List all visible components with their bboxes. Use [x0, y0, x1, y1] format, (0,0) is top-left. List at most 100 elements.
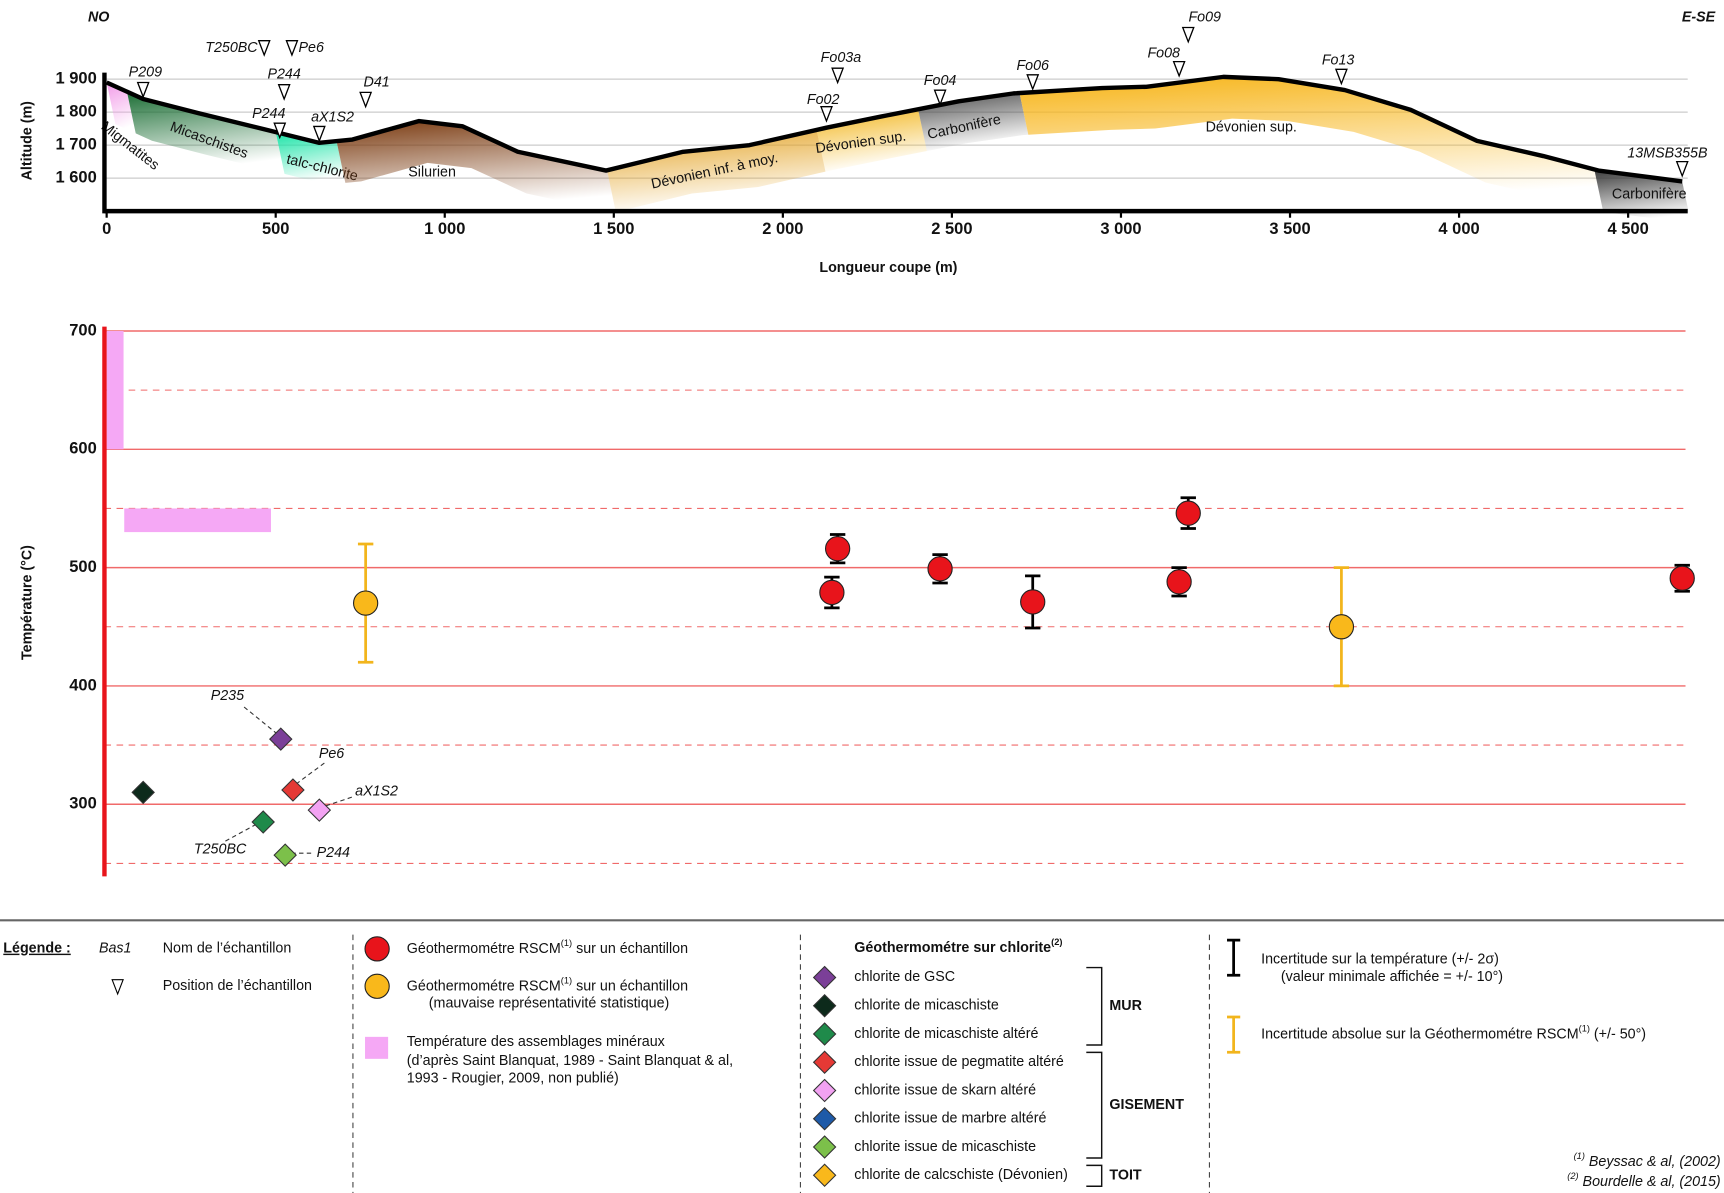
legend-text: chlorite de GSC: [854, 969, 955, 985]
y-axis-title: Altitude (m): [19, 101, 35, 181]
legend-text-part: (+/- 50°): [1590, 1026, 1646, 1042]
sample-label: Fo13: [1322, 52, 1355, 68]
group-label: GISEMENT: [1109, 1097, 1184, 1113]
sample-label: T250BC: [205, 40, 258, 56]
sample-label: P244: [252, 106, 285, 122]
legend-swatch: [1227, 938, 1241, 977]
chlorite-point: [131, 780, 155, 805]
formation-label: Silurien: [408, 164, 456, 180]
sample-marker: [273, 122, 287, 140]
legend-text: chlorite de calcschiste (Dévonien): [854, 1167, 1068, 1183]
group-label: TOIT: [1109, 1168, 1142, 1184]
sample-marker: [136, 81, 150, 99]
chlorite-point: [251, 810, 275, 834]
formation-band: [1019, 76, 1604, 212]
legend-swatch: [812, 1022, 837, 1046]
leader-line: [321, 796, 353, 808]
legend-swatch: [1227, 1015, 1241, 1054]
rscm-point: [1328, 614, 1355, 640]
bracket: [1086, 1164, 1103, 1187]
x-tick-label: 500: [262, 220, 290, 238]
sample-marker: [1026, 74, 1040, 91]
legend-swatch: [364, 936, 390, 962]
y-axis-title: Température (°C): [19, 545, 35, 660]
legend-swatch: [364, 973, 390, 999]
legend-text: Incertitude absolue sur la Géothermométr…: [1261, 1024, 1646, 1042]
formation-band: [336, 121, 616, 213]
x-tick-label: 0: [102, 220, 111, 238]
x-tick-label: 3 500: [1269, 220, 1310, 238]
legend-swatch: [812, 1078, 837, 1103]
reference-part: Beyssac & al, (2002): [1585, 1154, 1721, 1170]
legend-text: Géothermométre RSCM(1) sur un échantillo…: [407, 938, 688, 956]
rscm-point: [819, 579, 845, 606]
leader-line: [294, 762, 325, 786]
legend-text: chlorite issue de micaschiste: [854, 1139, 1036, 1155]
formation-label: Dévonien sup.: [1206, 119, 1297, 135]
legend-note: 1993 - Rougier, 2009, non publié): [407, 1070, 619, 1086]
y-tick-label: 1 800: [55, 103, 96, 121]
sample-marker: [820, 106, 833, 123]
sample-marker: [1675, 160, 1689, 178]
sample-label: P209: [129, 64, 162, 80]
legend-text-part: (1): [561, 976, 572, 986]
legend-swatch: [111, 979, 124, 996]
legend-swatch: [812, 1163, 837, 1188]
x-tick-label: 3 000: [1100, 220, 1141, 238]
chlorite-point: [281, 778, 305, 802]
rscm-point: [1166, 569, 1192, 595]
legend-text-part: (1): [1579, 1024, 1590, 1034]
leader-line: [243, 706, 280, 737]
legend-note: (mauvaise représentativité statistique): [429, 996, 670, 1012]
reference-part: Bourdelle & al, (2015): [1579, 1174, 1721, 1190]
legend-text: Position de l’échantillon: [163, 978, 312, 994]
formation-band: [126, 91, 285, 174]
sample-label: Fo03a: [821, 50, 862, 66]
corner-label: E-SE: [1682, 9, 1716, 25]
assemblage-range: [106, 330, 124, 450]
y-tick-label: 300: [69, 795, 97, 813]
sample-label: aX1S2: [311, 109, 354, 125]
legend-swatch: [812, 965, 837, 990]
y-tick-label: 1 700: [55, 136, 96, 154]
sample-label: Fo06: [1016, 58, 1049, 74]
sample-label: Pe6: [299, 40, 324, 56]
legend-swatch: [812, 1050, 837, 1075]
legend-text: Géothermométre RSCM(1) sur un échantillo…: [407, 976, 688, 994]
sample-marker: [1334, 68, 1348, 86]
legend-text-part: sur un échantillon: [572, 941, 688, 957]
y-tick-label: 1 600: [55, 169, 96, 187]
sample-marker: [1181, 26, 1195, 44]
sample-label: D41: [364, 74, 390, 90]
sample-marker: [1172, 60, 1186, 78]
legend-heading-part: (2): [1051, 937, 1062, 947]
sample-marker: [359, 91, 373, 109]
chlorite-point: [269, 727, 293, 751]
formation-label: Carbonifère: [1612, 186, 1687, 202]
bracket: [1086, 1051, 1103, 1159]
legend-text: chlorite issue de marbre altéré: [854, 1111, 1046, 1127]
chlorite-point: [307, 798, 332, 822]
legend-swatch: [365, 1036, 389, 1059]
x-tick-label: 2 000: [762, 220, 803, 238]
point-label: aX1S2: [355, 783, 398, 799]
sample-label: Fo09: [1188, 9, 1221, 25]
sample-label: Fo08: [1147, 46, 1180, 62]
y-tick-label: 1 900: [55, 70, 96, 88]
legend-text: chlorite de micaschiste altéré: [854, 1026, 1038, 1042]
legend-text: Température des assemblages minéraux: [407, 1034, 665, 1050]
formation-band: [275, 132, 346, 185]
point-label: P244: [317, 845, 350, 861]
sample-label: P244: [267, 67, 300, 83]
reference: (1) Beyssac & al, (2002): [1574, 1152, 1721, 1170]
x-axis-title: Longueur coupe (m): [819, 260, 957, 276]
point-label: T250BC: [194, 842, 247, 858]
sample-marker: [312, 125, 326, 143]
legend-text: chlorite issue de skarn altéré: [854, 1082, 1036, 1098]
y-tick-label: 400: [69, 676, 97, 694]
rscm-point: [1669, 565, 1695, 591]
group-label: MUR: [1109, 998, 1142, 1014]
legend-note: (valeur minimale affichée = +/- 10°): [1281, 969, 1503, 985]
